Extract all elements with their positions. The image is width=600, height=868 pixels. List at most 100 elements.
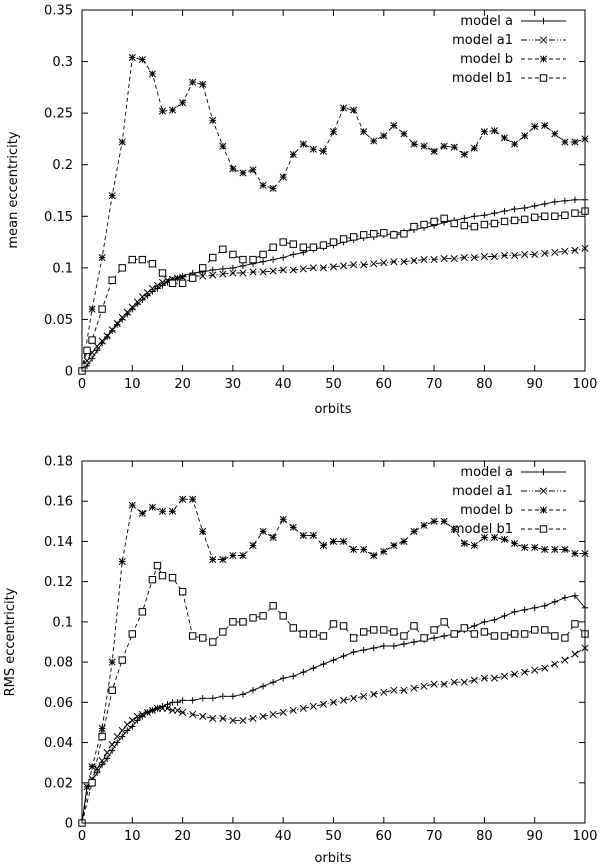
x-tick-label: 40 xyxy=(275,377,292,392)
data-point-model-a xyxy=(310,664,317,672)
series-model-a1 xyxy=(78,244,589,375)
data-point-model-a1 xyxy=(319,700,327,708)
data-point-model-a1 xyxy=(541,664,549,672)
data-point-model-a xyxy=(103,333,111,341)
data-point-model-a xyxy=(259,683,267,690)
x-tick-label: 0 xyxy=(78,377,86,392)
data-point-model-a1 xyxy=(279,708,287,716)
x-tick-label: 100 xyxy=(573,377,598,392)
data-point-model-b1 xyxy=(249,255,257,264)
data-point-model-a1 xyxy=(148,284,156,293)
data-point-model-b1 xyxy=(420,634,428,642)
data-point-model-b xyxy=(470,144,478,152)
data-point-model-b xyxy=(209,555,217,564)
data-point-model-b1 xyxy=(153,561,162,570)
data-point-model-b xyxy=(289,150,297,158)
data-point-model-a1 xyxy=(561,656,569,664)
data-point-model-b1 xyxy=(410,622,418,630)
data-point-model-b1 xyxy=(400,230,408,238)
data-point-model-a xyxy=(174,699,181,706)
data-point-model-a1 xyxy=(148,706,156,714)
y-tick-label: 0.14 xyxy=(44,535,73,550)
data-point-model-a1 xyxy=(430,256,438,264)
y-tick-label: 0.25 xyxy=(44,107,73,122)
data-point-model-b xyxy=(88,305,96,313)
data-point-model-b1 xyxy=(188,632,197,640)
data-point-model-b1 xyxy=(510,630,519,638)
x-tick-label: 50 xyxy=(325,377,342,392)
data-point-model-a1 xyxy=(209,271,217,279)
data-point-model-a1 xyxy=(83,357,91,365)
data-point-model-a xyxy=(290,251,297,258)
data-point-model-a1 xyxy=(108,326,116,334)
data-point-model-a1 xyxy=(153,704,162,712)
y-tick-label: 0.15 xyxy=(44,210,73,225)
data-point-model-a1 xyxy=(319,264,327,272)
data-point-model-b xyxy=(541,121,549,130)
legend-marker-model-b1 xyxy=(539,74,548,82)
data-point-model-b xyxy=(380,547,388,556)
data-point-model-a1 xyxy=(340,262,348,270)
data-point-model-b1 xyxy=(83,346,91,355)
legend-label-model-a: model a xyxy=(460,14,513,29)
data-point-model-b1 xyxy=(108,276,116,284)
data-point-model-a1 xyxy=(400,258,408,266)
data-point-model-b xyxy=(551,130,559,138)
data-point-model-b xyxy=(370,551,378,560)
data-point-model-b1 xyxy=(158,269,167,277)
data-point-model-a1 xyxy=(153,281,162,289)
data-point-model-b1 xyxy=(138,608,147,616)
data-point-model-a xyxy=(209,266,216,274)
data-point-model-b xyxy=(118,558,126,566)
data-point-model-a xyxy=(199,695,206,702)
data-point-model-b1 xyxy=(209,253,217,262)
data-point-model-b1 xyxy=(480,220,489,229)
legend-item-model-b: model b xyxy=(460,52,566,67)
data-point-model-a xyxy=(360,646,367,654)
x-tick-label: 60 xyxy=(376,377,393,392)
data-point-model-b xyxy=(219,555,227,564)
legend-item-model-b: model b xyxy=(460,503,566,518)
data-point-model-a xyxy=(114,739,121,746)
data-point-model-a1 xyxy=(521,668,529,676)
data-point-model-b xyxy=(189,78,197,86)
data-point-model-b xyxy=(128,53,136,61)
y-tick-label: 0.12 xyxy=(44,575,73,590)
data-point-model-a xyxy=(144,292,151,299)
y-tick-label: 0.04 xyxy=(44,736,73,751)
data-point-model-a xyxy=(249,687,257,694)
data-point-model-a1 xyxy=(531,250,539,259)
data-point-model-a1 xyxy=(113,732,121,741)
data-point-model-a xyxy=(119,733,126,740)
x-tick-label: 10 xyxy=(124,377,141,392)
data-point-model-b xyxy=(500,134,509,142)
data-point-model-b1 xyxy=(400,632,408,640)
y-tick-label: 0.1 xyxy=(52,615,73,630)
data-point-model-a1 xyxy=(390,258,398,266)
data-point-model-b xyxy=(269,533,277,541)
data-point-model-a1 xyxy=(480,252,488,261)
y-tick-label: 0 xyxy=(65,365,73,380)
data-point-model-b1 xyxy=(98,305,106,313)
data-point-model-a xyxy=(164,701,171,708)
data-point-model-b1 xyxy=(299,630,308,638)
data-point-model-b1 xyxy=(359,628,368,636)
data-point-model-b1 xyxy=(148,575,157,584)
data-point-model-b xyxy=(259,527,267,535)
data-point-model-b xyxy=(480,128,488,136)
data-point-model-a1 xyxy=(410,684,418,692)
data-point-model-b xyxy=(299,140,307,148)
series-line-model-b1 xyxy=(81,564,586,824)
data-point-model-b xyxy=(168,106,177,114)
data-point-model-a xyxy=(471,622,478,630)
data-point-model-a xyxy=(551,198,559,206)
data-point-model-a1 xyxy=(521,250,529,259)
data-point-model-a1 xyxy=(480,674,488,682)
data-point-model-b xyxy=(98,253,106,262)
data-point-model-a xyxy=(461,215,468,222)
data-point-model-b xyxy=(470,541,478,550)
data-point-model-a xyxy=(280,254,287,261)
data-point-model-a1 xyxy=(360,261,368,269)
data-point-model-b1 xyxy=(520,215,529,224)
